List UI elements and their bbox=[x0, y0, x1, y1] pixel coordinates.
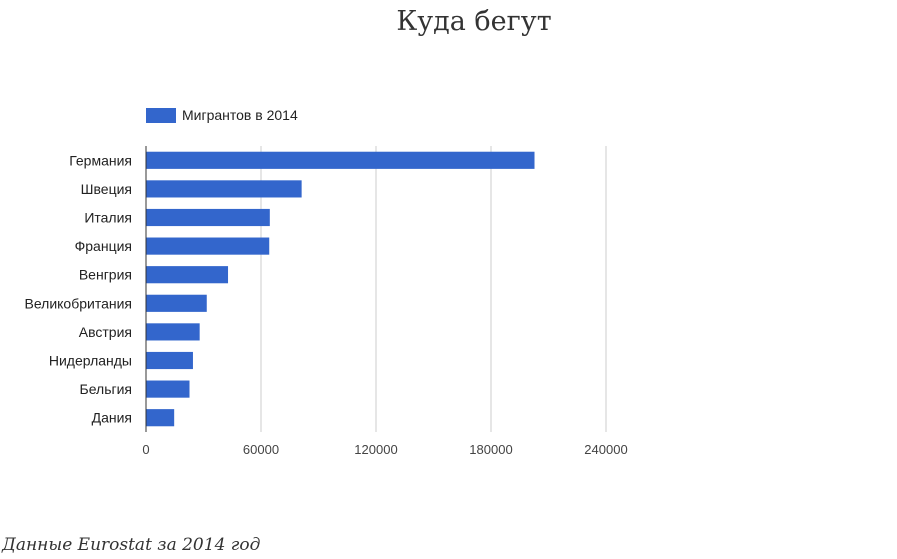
category-label: Италия bbox=[84, 210, 132, 226]
bar bbox=[146, 237, 270, 255]
x-tick-label: 180000 bbox=[469, 442, 512, 457]
legend-swatch bbox=[146, 107, 176, 123]
bar-chart: 0 60000 120000 180000 240000 Германия Швеция Ит… bbox=[24, 146, 628, 457]
category-label: Австрия bbox=[79, 324, 132, 340]
x-tick-label: 60000 bbox=[243, 442, 279, 457]
source-footnote: Данные Eurostat за 2014 год bbox=[2, 535, 261, 555]
category-label: Венгрия bbox=[79, 267, 132, 283]
bar bbox=[146, 380, 190, 398]
bar bbox=[146, 266, 229, 284]
category-label: Дания bbox=[92, 410, 132, 426]
category-label: Германия bbox=[69, 152, 132, 168]
category-label: Франция bbox=[75, 238, 132, 254]
category-label: Бельгия bbox=[80, 381, 132, 397]
category-label: Нидерланды bbox=[49, 353, 132, 369]
legend-label: Мигрантов в 2014 bbox=[182, 107, 298, 123]
bar bbox=[146, 409, 175, 427]
bar bbox=[146, 351, 193, 370]
x-tick-label: 240000 bbox=[584, 442, 627, 457]
legend: Мигрантов в 2014 bbox=[146, 107, 298, 123]
x-tick-label: 0 bbox=[142, 442, 149, 457]
category-label: Великобритания bbox=[24, 295, 132, 311]
chart-title: Куда бегут bbox=[396, 6, 552, 37]
bar bbox=[146, 208, 270, 227]
bar bbox=[146, 294, 207, 312]
bar bbox=[146, 180, 302, 198]
category-label: Швеция bbox=[81, 181, 132, 197]
x-tick-label: 120000 bbox=[354, 442, 397, 457]
bar bbox=[146, 151, 535, 169]
bar bbox=[146, 323, 200, 341]
